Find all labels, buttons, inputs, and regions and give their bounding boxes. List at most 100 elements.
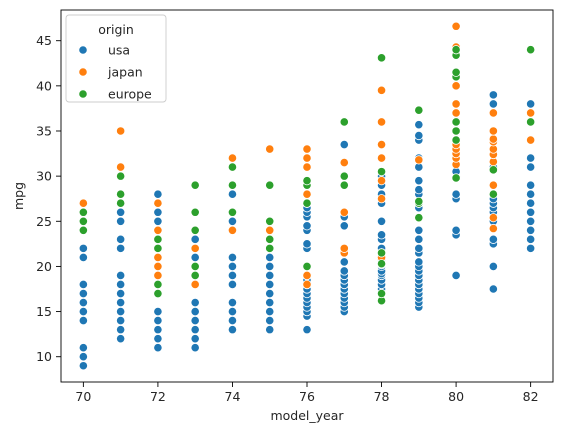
data-point-usa <box>265 270 275 281</box>
data-point-japan <box>451 21 461 31</box>
data-point-usa <box>78 297 88 308</box>
legend-marker-japan <box>78 67 88 77</box>
data-point-usa <box>265 261 275 272</box>
data-point-usa <box>488 99 498 109</box>
data-point-usa <box>414 120 424 130</box>
data-point-europe <box>116 198 126 208</box>
data-point-usa <box>153 334 163 344</box>
data-point-usa <box>302 325 312 335</box>
data-point-europe <box>116 189 126 199</box>
data-point-europe <box>116 171 126 181</box>
data-point-europe <box>302 261 312 272</box>
data-point-japan <box>302 144 312 154</box>
points-layer <box>78 21 536 371</box>
data-point-japan <box>190 243 200 253</box>
data-point-usa <box>78 316 88 326</box>
data-point-japan <box>116 126 126 136</box>
data-point-usa <box>190 316 200 326</box>
data-point-usa <box>78 352 88 362</box>
x-axis-label: model_year <box>270 408 344 423</box>
data-point-usa <box>116 207 126 217</box>
y-tick-label: 40 <box>36 78 52 93</box>
data-point-japan <box>153 270 163 281</box>
data-point-usa <box>190 252 200 262</box>
data-point-europe <box>265 216 275 226</box>
data-point-japan <box>265 225 275 235</box>
x-tick-label: 74 <box>225 389 241 404</box>
data-point-japan <box>526 135 536 145</box>
data-point-japan <box>376 117 387 127</box>
data-point-usa <box>190 306 200 317</box>
data-point-japan <box>302 189 312 199</box>
data-point-usa <box>116 316 126 326</box>
data-point-usa <box>227 279 238 290</box>
y-tick-label: 20 <box>36 259 52 274</box>
data-point-japan <box>339 207 349 217</box>
data-point-japan <box>190 279 200 290</box>
data-point-usa <box>116 279 126 290</box>
data-point-usa <box>153 207 163 217</box>
axis-ticks: 70 72 74 76 78 80 82 10 15 20 25 30 35 40 45 <box>36 33 538 404</box>
data-point-japan <box>339 243 349 253</box>
data-point-europe <box>302 176 312 186</box>
data-point-europe <box>451 117 461 127</box>
data-point-europe <box>190 225 200 235</box>
data-point-japan <box>414 155 424 165</box>
data-point-usa <box>414 234 424 244</box>
data-point-japan <box>302 279 312 290</box>
data-point-japan <box>153 198 163 208</box>
data-point-europe <box>78 207 88 217</box>
data-point-europe <box>227 207 238 217</box>
data-point-usa <box>227 261 238 272</box>
data-point-usa <box>265 325 275 335</box>
data-point-usa <box>190 234 200 244</box>
legend-marker-europe <box>78 89 88 99</box>
data-point-usa <box>414 243 424 253</box>
data-point-europe <box>190 207 200 217</box>
data-point-usa <box>227 252 238 262</box>
data-point-usa <box>227 297 238 308</box>
data-point-japan <box>488 126 498 136</box>
data-point-europe <box>302 198 312 208</box>
x-tick-label: 70 <box>75 389 91 404</box>
data-point-usa <box>227 316 238 326</box>
data-point-japan <box>302 153 312 163</box>
data-point-usa <box>526 234 536 244</box>
data-point-europe <box>153 234 163 244</box>
data-point-usa <box>488 284 498 294</box>
data-point-usa <box>265 252 275 262</box>
data-point-usa <box>190 343 200 353</box>
data-point-usa <box>339 257 349 267</box>
data-point-usa <box>526 99 536 109</box>
data-point-japan <box>302 270 312 281</box>
data-point-europe <box>227 180 238 190</box>
data-point-usa <box>414 185 424 195</box>
y-tick-label: 10 <box>36 349 52 364</box>
data-point-usa <box>302 221 312 231</box>
data-point-usa <box>339 139 349 150</box>
data-point-usa <box>116 334 126 344</box>
data-point-usa <box>414 130 424 141</box>
data-point-europe <box>451 173 461 183</box>
data-point-europe <box>339 171 349 181</box>
x-tick-label: 78 <box>374 389 390 404</box>
y-axis-label: mpg <box>11 182 26 210</box>
data-point-europe <box>153 288 163 299</box>
data-point-usa <box>227 325 238 335</box>
data-point-europe <box>153 279 163 290</box>
legend-label-japan: japan <box>107 65 143 80</box>
data-point-usa <box>526 216 536 226</box>
data-point-usa <box>376 230 387 240</box>
data-point-europe <box>339 180 349 190</box>
data-point-usa <box>116 306 126 317</box>
data-point-europe <box>414 196 424 207</box>
data-point-japan <box>451 99 461 109</box>
data-point-usa <box>488 90 498 100</box>
data-point-europe <box>190 180 200 190</box>
data-point-usa <box>78 288 88 299</box>
data-point-usa <box>302 239 312 249</box>
data-point-usa <box>526 153 536 163</box>
data-point-usa <box>227 306 238 317</box>
data-point-usa <box>116 243 126 253</box>
